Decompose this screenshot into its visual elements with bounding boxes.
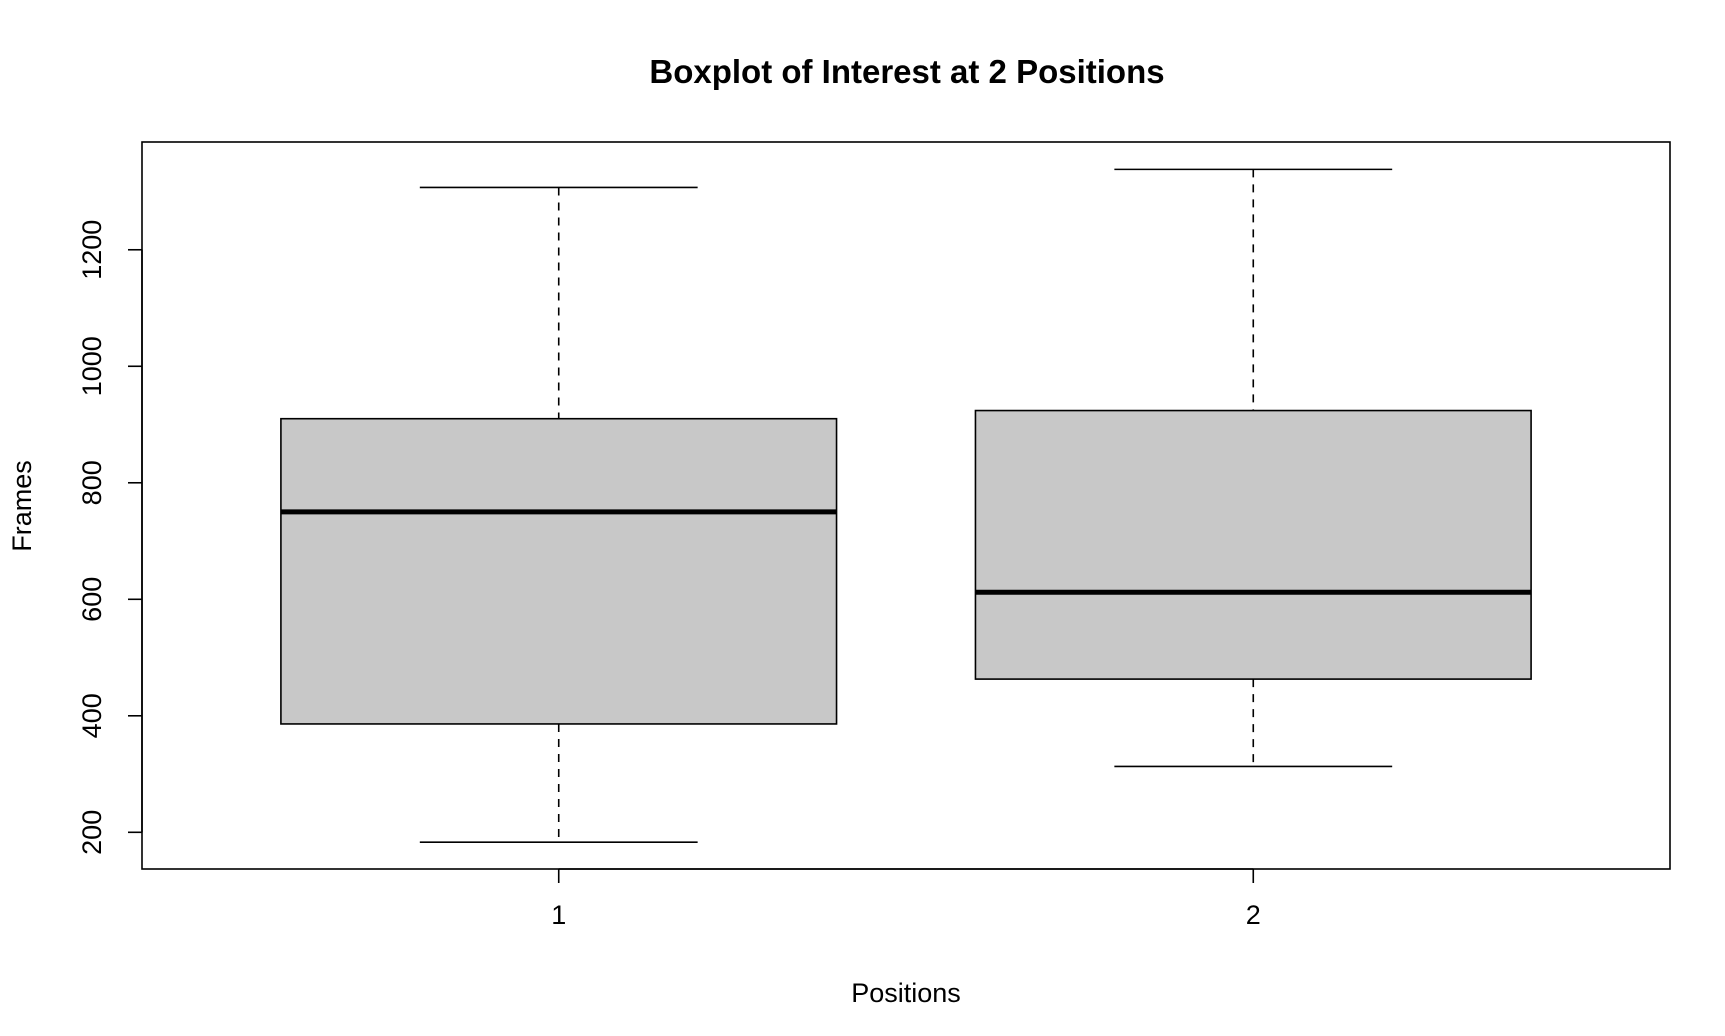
x-tick-label-2: 2 — [1246, 900, 1261, 930]
boxes — [280, 168, 1532, 844]
y-tick-label-800: 800 — [77, 460, 107, 505]
y-tick-label-1000: 1000 — [77, 336, 107, 396]
y-tick-label-400: 400 — [77, 693, 107, 738]
x-axis-label: Positions — [851, 978, 961, 1008]
y-tick-label-600: 600 — [77, 577, 107, 622]
iqr-box-1 — [280, 417, 838, 725]
y-tick-label-200: 200 — [77, 810, 107, 855]
y-axis: 200 400 600 800 1000 1200 — [77, 220, 143, 855]
x-tick-label-1: 1 — [551, 900, 566, 930]
y-tick-label-1200: 1200 — [77, 220, 107, 280]
iqr-box-2 — [974, 409, 1532, 680]
box-group-1 — [280, 186, 838, 844]
box-group-2 — [974, 168, 1532, 768]
y-axis-label: Frames — [7, 460, 37, 552]
chart-title: Boxplot of Interest at 2 Positions — [649, 53, 1164, 90]
